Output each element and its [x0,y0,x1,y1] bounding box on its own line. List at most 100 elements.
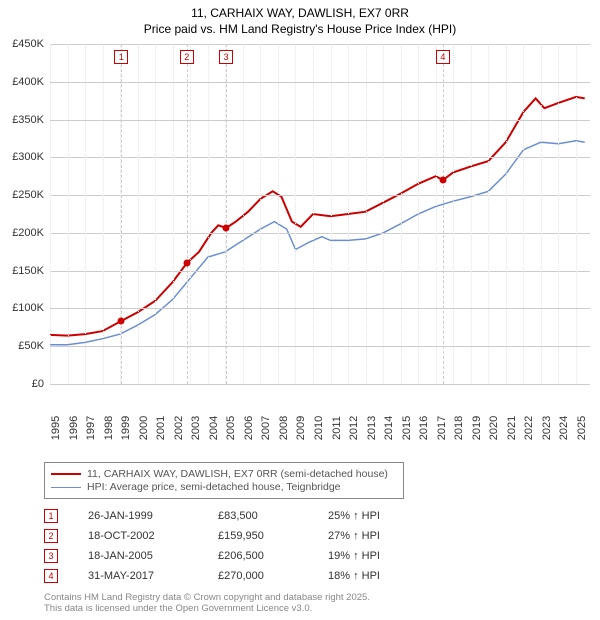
gridline-v [366,44,367,384]
gridline-v [295,44,296,384]
legend: 11, CARHAIX WAY, DAWLISH, EX7 0RR (semi-… [44,462,404,499]
gridline-v [50,44,51,384]
footer-line1: Contains HM Land Registry data © Crown c… [44,592,370,603]
sales-date: 18-JAN-2005 [88,550,218,562]
legend-swatch [51,487,81,488]
sale-dot-1 [118,317,125,324]
y-tick-label: £450K [0,38,44,50]
gridline-v [523,44,524,384]
series-hpi [50,141,585,345]
gridline-v [278,44,279,384]
sale-dot-2 [183,260,190,267]
gridline-h [50,346,590,347]
sales-marker: 3 [44,549,58,563]
sale-guide [187,44,188,384]
sales-hpi: 27% ↑ HPI [328,530,428,542]
gridline-v [576,44,577,384]
gridline-v [68,44,69,384]
legend-label: HPI: Average price, semi-detached house,… [87,481,341,493]
sale-marker-3: 3 [219,50,233,64]
sales-price: £159,950 [218,530,328,542]
gridline-v [138,44,139,384]
title-address: 11, CARHAIX WAY, DAWLISH, EX7 0RR [0,6,600,22]
gridline-h [50,271,590,272]
y-tick-label: £350K [0,114,44,126]
sales-price: £83,500 [218,510,328,522]
gridline-v [103,44,104,384]
sales-price: £206,500 [218,550,328,562]
y-tick-label: £0 [0,378,44,390]
sale-marker-1: 1 [114,50,128,64]
sale-marker-2: 2 [180,50,194,64]
gridline-v [418,44,419,384]
sales-hpi: 19% ↑ HPI [328,550,428,562]
series-property [50,97,585,336]
y-tick-label: £250K [0,189,44,201]
sale-guide [443,44,444,384]
sales-hpi: 18% ↑ HPI [328,570,428,582]
sales-date: 18-OCT-2002 [88,530,218,542]
chart-area: 1234 £0£50K£100K£150K£200K£250K£300K£350… [4,44,596,424]
sale-guide [121,44,122,384]
gridline-h [50,44,590,45]
sales-price: £270,000 [218,570,328,582]
sale-dot-4 [439,177,446,184]
series-svg [50,44,590,384]
gridline-v [243,44,244,384]
chart-title: 11, CARHAIX WAY, DAWLISH, EX7 0RR Price … [0,0,600,37]
title-subtitle: Price paid vs. HM Land Registry's House … [0,22,600,38]
gridline-v [558,44,559,384]
sales-marker: 2 [44,529,58,543]
gridline-v [383,44,384,384]
legend-label: 11, CARHAIX WAY, DAWLISH, EX7 0RR (semi-… [87,468,388,480]
y-tick-label: £150K [0,265,44,277]
y-tick-label: £50K [0,340,44,352]
sales-row: 126-JAN-1999£83,50025% ↑ HPI [44,506,428,526]
gridline-v [471,44,472,384]
gridline-v [190,44,191,384]
sales-marker: 4 [44,569,58,583]
gridline-h [50,384,590,385]
gridline-v [541,44,542,384]
legend-row: 11, CARHAIX WAY, DAWLISH, EX7 0RR (semi-… [51,468,397,480]
sales-row: 3 18-JAN-2005£206,50019% ↑ HPI [44,546,428,566]
gridline-v [331,44,332,384]
sales-date: 26-JAN-1999 [88,510,218,522]
gridline-v [436,44,437,384]
gridline-v [506,44,507,384]
sales-row: 2 18-OCT-2002£159,95027% ↑ HPI [44,526,428,546]
y-tick-label: £300K [0,151,44,163]
gridline-v [155,44,156,384]
gridline-v [453,44,454,384]
gridline-v [173,44,174,384]
gridline-v [260,44,261,384]
y-tick-label: £400K [0,76,44,88]
gridline-h [50,233,590,234]
gridline-v [313,44,314,384]
gridline-v [85,44,86,384]
sale-guide [226,44,227,384]
y-tick-label: £200K [0,227,44,239]
gridline-v [401,44,402,384]
gridline-v [208,44,209,384]
gridline-v [488,44,489,384]
sale-marker-4: 4 [436,50,450,64]
sales-table: 126-JAN-1999£83,50025% ↑ HPI218-OCT-2002… [44,506,428,586]
sale-dot-3 [223,224,230,231]
attribution-footer: Contains HM Land Registry data © Crown c… [44,592,370,615]
sales-row: 4 31-MAY-2017£270,00018% ↑ HPI [44,566,428,586]
x-tick-label: 2025 [576,416,600,440]
legend-row: HPI: Average price, semi-detached house,… [51,481,397,493]
y-tick-label: £100K [0,302,44,314]
footer-line2: This data is licensed under the Open Gov… [44,603,370,614]
page-container: 11, CARHAIX WAY, DAWLISH, EX7 0RR Price … [0,0,600,620]
plot-area: 1 2 3 4 [50,44,590,384]
gridline-h [50,308,590,309]
sales-date: 31-MAY-2017 [88,570,218,582]
gridline-h [50,82,590,83]
gridline-h [50,195,590,196]
gridline-h [50,157,590,158]
gridline-h [50,120,590,121]
sales-marker: 1 [44,509,58,523]
legend-swatch [51,473,81,475]
